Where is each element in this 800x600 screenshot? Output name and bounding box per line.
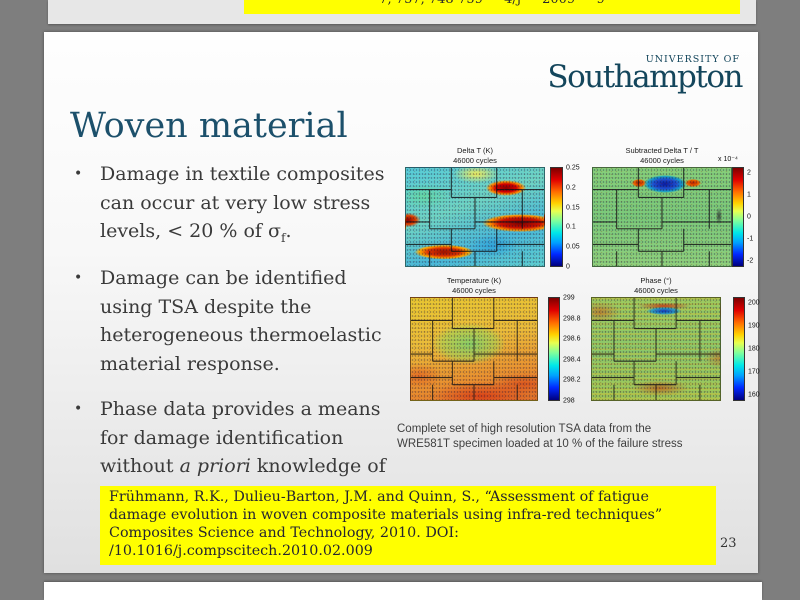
- heatmap-image-subtracted-delta-t: [592, 167, 732, 267]
- colorbar: [732, 167, 744, 267]
- colorbar-tick: 190: [748, 322, 760, 330]
- logo-university-of: UNIVERSITY OF: [645, 54, 740, 65]
- bullet-marker: •: [74, 401, 83, 418]
- figure-panel-phase: Phase (°) 46000 cycles 200 190 180 170 1…: [591, 276, 760, 404]
- page-number: 23: [720, 536, 737, 551]
- figure-title: Delta T (K) 46000 cycles: [453, 146, 497, 165]
- previous-slide-clipped-text: 7, 757, 748-759 — 4/j — 2009 — 9: [244, 0, 740, 7]
- weave-grid-overlay: [411, 298, 537, 400]
- colorbar-tick: 298.4: [563, 356, 581, 364]
- bullet-item: • Damage in textile composites can occur…: [74, 160, 394, 247]
- bullet-item: • Damage can be identified using TSA des…: [74, 264, 394, 378]
- colorbar-tick: 298.6: [563, 335, 581, 343]
- figure-title: Phase (°) 46000 cycles: [634, 276, 678, 295]
- bullet-list: • Damage in textile composites can occur…: [74, 160, 394, 526]
- colorbar-tick: -1: [747, 235, 754, 243]
- colorbar-tick: 0.1: [566, 223, 576, 231]
- previous-slide-edge: 7, 757, 748-759 — 4/j — 2009 — 9: [48, 0, 756, 24]
- colorbar-tick: 160: [748, 391, 760, 399]
- colorbar-tick: 0.25: [566, 164, 580, 172]
- logo-southampton: Southampton: [547, 59, 743, 95]
- figure-panel-temperature: Temperature (K) 46000 cycles 299 298.8 2…: [410, 276, 585, 405]
- next-slide-edge: [44, 582, 762, 600]
- previous-slide-highlight: 7, 757, 748-759 — 4/j — 2009 — 9: [244, 0, 740, 14]
- colorbar-tick: 298.2: [563, 376, 581, 384]
- figure-panel-delta-t: Delta T (K) 46000 cycles 0.25 0.2 0.15 0…: [405, 146, 590, 271]
- colorbar-tick: 0: [566, 263, 570, 271]
- bullet-text: Damage in textile composites can occur a…: [100, 163, 385, 245]
- colorbar-tick: 298.8: [563, 315, 581, 323]
- university-logo: UNIVERSITY OF Southampton: [547, 54, 743, 95]
- colorbar: [548, 297, 560, 401]
- heatmap-image-delta-t: [405, 167, 545, 267]
- slide-title: Woven material: [70, 106, 348, 146]
- heatmap-image-temperature: [410, 297, 538, 401]
- colorbar-tick: 1: [747, 191, 751, 199]
- colorbar: [550, 167, 563, 267]
- colorbar: [733, 297, 745, 401]
- citation-highlight: Frühmann, R.K., Dulieu-Barton, J.M. and …: [100, 486, 716, 565]
- figure-title: Subtracted Delta T / T 46000 cycles: [625, 146, 699, 165]
- bullet-marker: •: [74, 270, 83, 287]
- colorbar-tick: 2: [747, 169, 751, 177]
- bullet-text: Damage can be identified using TSA despi…: [100, 267, 382, 375]
- weave-grid-overlay: [406, 168, 544, 266]
- colorbar-tick: 299: [563, 294, 575, 302]
- colorbar-scale-label: x 10⁻⁴: [718, 156, 738, 163]
- colorbar-tick: 0.15: [566, 204, 580, 212]
- weave-grid-overlay: [593, 168, 731, 266]
- colorbar-tick: -2: [747, 257, 754, 265]
- colorbar-tick: 0: [747, 213, 751, 221]
- citation-text: Frühmann, R.K., Dulieu-Barton, J.M. and …: [109, 489, 663, 560]
- figure-title: Temperature (K) 46000 cycles: [446, 276, 502, 295]
- colorbar-tick: 170: [748, 368, 760, 376]
- figure-caption: Complete set of high resolution TSA data…: [397, 423, 683, 450]
- weave-grid-overlay: [592, 298, 720, 400]
- colorbar-tick: 200: [748, 299, 760, 307]
- heatmap-image-phase: [591, 297, 721, 401]
- slide: UNIVERSITY OF Southampton Woven material…: [44, 32, 760, 573]
- colorbar-tick: 0.05: [566, 243, 580, 251]
- figure-panel-subtracted-delta-t: Subtracted Delta T / T 46000 cycles x 10…: [592, 146, 758, 270]
- colorbar-tick: 0.2: [566, 184, 576, 192]
- bullet-marker: •: [74, 166, 83, 182]
- colorbar-tick: 298: [563, 397, 575, 405]
- colorbar-tick: 180: [748, 345, 760, 353]
